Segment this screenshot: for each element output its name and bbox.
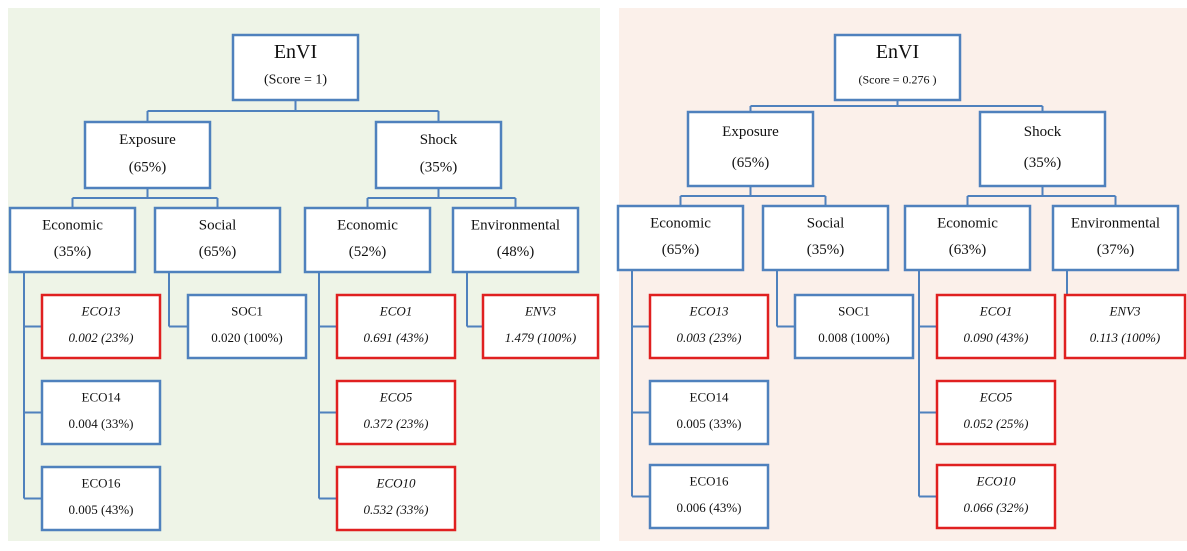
node-value: 0.113 (100%) bbox=[1090, 330, 1161, 345]
node-value: (35%) bbox=[420, 160, 458, 176]
node-label: ECO5 bbox=[379, 390, 413, 405]
node-box bbox=[648, 379, 770, 446]
node-box bbox=[978, 110, 1107, 188]
node-label: ECO10 bbox=[376, 476, 417, 491]
node-box bbox=[481, 293, 600, 360]
node-value: (35%) bbox=[807, 242, 845, 258]
node-value: (52%) bbox=[349, 244, 387, 260]
node-value: 0.020 (100%) bbox=[211, 330, 283, 345]
node-label: ENV3 bbox=[524, 304, 557, 319]
node-label: ECO1 bbox=[979, 304, 1013, 319]
node-value: 0.008 (100%) bbox=[818, 330, 890, 345]
node-box bbox=[231, 33, 360, 102]
node-label: Shock bbox=[1024, 124, 1062, 140]
node-value: (35%) bbox=[54, 244, 92, 260]
node-label: ECO16 bbox=[82, 476, 122, 491]
node-box bbox=[8, 206, 137, 274]
node-box bbox=[1051, 204, 1180, 272]
node-label: Economic bbox=[42, 217, 103, 233]
node-label: Social bbox=[199, 217, 237, 233]
node-box bbox=[616, 204, 745, 272]
node-label: Shock bbox=[420, 132, 458, 148]
node-value: 0.090 (43%) bbox=[964, 330, 1029, 345]
node-label: EnVI bbox=[274, 41, 317, 63]
node-value: 0.372 (23%) bbox=[364, 416, 429, 431]
node-value: (63%) bbox=[949, 242, 987, 258]
node-box bbox=[374, 120, 503, 190]
node-box bbox=[186, 293, 308, 360]
node-label: Social bbox=[807, 215, 845, 231]
node-box bbox=[761, 204, 890, 272]
node-value: (37%) bbox=[1097, 242, 1135, 258]
node-box bbox=[303, 206, 432, 274]
node-value: 0.691 (43%) bbox=[364, 330, 429, 345]
node-label: Economic bbox=[650, 215, 711, 231]
node-box bbox=[648, 463, 770, 530]
node-value: 1.479 (100%) bbox=[505, 330, 577, 345]
node-value: 0.005 (33%) bbox=[677, 416, 742, 431]
node-value: 0.004 (33%) bbox=[69, 416, 134, 431]
node-label: ECO13 bbox=[689, 304, 730, 319]
node-label: ECO5 bbox=[979, 390, 1013, 405]
node-value: (48%) bbox=[497, 244, 535, 260]
node-box bbox=[833, 33, 962, 102]
node-label: Environmental bbox=[1071, 215, 1160, 231]
node-box bbox=[935, 293, 1057, 360]
node-value: 0.066 (32%) bbox=[964, 500, 1029, 515]
node-value: 0.052 (25%) bbox=[964, 416, 1029, 431]
node-box bbox=[686, 110, 815, 188]
node-label: ECO16 bbox=[690, 474, 730, 489]
node-box bbox=[335, 379, 457, 446]
node-box bbox=[40, 379, 162, 446]
node-value: (Score = 1) bbox=[264, 73, 327, 88]
node-value: 0.005 (43%) bbox=[69, 502, 134, 517]
node-label: ECO1 bbox=[379, 304, 413, 319]
node-box bbox=[935, 463, 1057, 530]
node-box bbox=[648, 293, 770, 360]
node-box bbox=[83, 120, 212, 190]
node-box bbox=[793, 293, 915, 360]
node-box bbox=[153, 206, 282, 274]
node-label: ENV3 bbox=[1108, 304, 1141, 319]
node-value: 0.006 (43%) bbox=[677, 500, 742, 515]
node-value: (Score = 0.276 ) bbox=[858, 72, 936, 86]
node-value: (65%) bbox=[662, 242, 700, 258]
node-value: 0.003 (23%) bbox=[677, 330, 742, 345]
node-label: Economic bbox=[937, 215, 998, 231]
node-value: 0.532 (33%) bbox=[364, 502, 429, 517]
node-box bbox=[335, 465, 457, 532]
node-box bbox=[1063, 293, 1187, 360]
node-value: (35%) bbox=[1024, 155, 1062, 171]
node-label: EnVI bbox=[876, 41, 919, 63]
node-label: Exposure bbox=[119, 132, 176, 148]
node-label: ECO13 bbox=[81, 304, 122, 319]
node-value: 0.002 (23%) bbox=[69, 330, 134, 345]
node-label: SOC1 bbox=[838, 304, 870, 319]
node-box bbox=[451, 206, 580, 274]
node-label: Economic bbox=[337, 217, 398, 233]
node-label: ECO14 bbox=[82, 390, 122, 405]
node-label: SOC1 bbox=[231, 304, 263, 319]
node-value: (65%) bbox=[199, 244, 237, 260]
node-box bbox=[335, 293, 457, 360]
node-label: ECO10 bbox=[976, 474, 1017, 489]
node-box bbox=[935, 379, 1057, 446]
node-box bbox=[40, 465, 162, 532]
node-value: (65%) bbox=[732, 155, 770, 171]
node-label: Environmental bbox=[471, 217, 560, 233]
node-value: (65%) bbox=[129, 160, 167, 176]
node-box bbox=[903, 204, 1032, 272]
node-label: Exposure bbox=[722, 124, 779, 140]
node-label: ECO14 bbox=[690, 390, 730, 405]
node-box bbox=[40, 293, 162, 360]
